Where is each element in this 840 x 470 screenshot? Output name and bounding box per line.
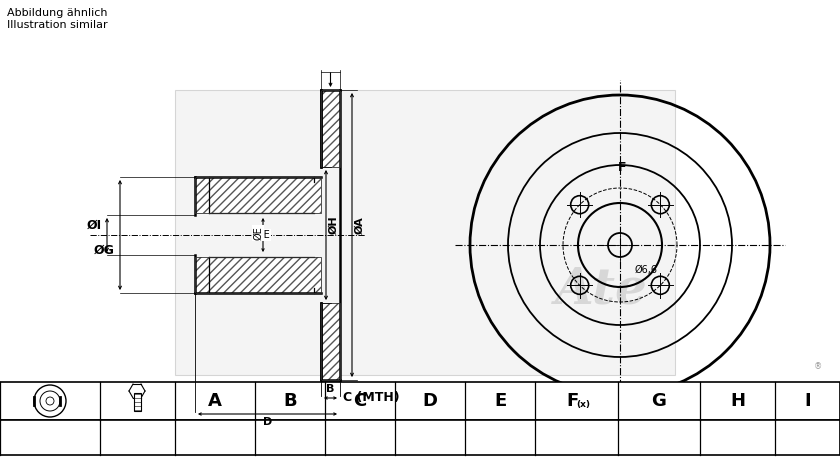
Text: B: B	[283, 392, 297, 410]
Bar	[0, 420, 840, 455]
Text: G: G	[652, 392, 666, 410]
Text: A: A	[208, 392, 222, 410]
Text: F: F	[617, 161, 627, 174]
Bar	[195, 257, 321, 293]
Bar	[0, 382, 840, 420]
Text: D: D	[263, 417, 272, 427]
Text: C: C	[354, 392, 366, 410]
Text: Abbildung ähnlich: Abbildung ähnlich	[7, 8, 108, 18]
Text: Ate: Ate	[555, 266, 648, 314]
Bar	[134, 393, 140, 411]
Bar	[321, 90, 340, 167]
Text: Ø6,6: Ø6,6	[635, 265, 658, 275]
Text: I: I	[804, 392, 811, 410]
Text: ØE: ØE	[256, 230, 270, 240]
Bar	[195, 257, 321, 293]
Text: ®: ®	[814, 362, 822, 371]
Text: ØI: ØI	[87, 219, 102, 232]
Text: C (MTH): C (MTH)	[343, 392, 400, 405]
Text: ØA: ØA	[355, 216, 365, 234]
Text: D: D	[423, 392, 438, 410]
Text: Illustration similar: Illustration similar	[7, 20, 108, 30]
Bar	[175, 90, 675, 375]
Text: F: F	[566, 392, 579, 410]
Text: B: B	[326, 384, 334, 394]
Bar	[321, 303, 340, 380]
Text: E: E	[494, 392, 507, 410]
Bar	[321, 90, 340, 167]
Bar	[195, 177, 321, 213]
Text: H: H	[730, 392, 745, 410]
Text: ØE: ØE	[253, 226, 263, 240]
Bar	[321, 90, 340, 167]
Bar	[195, 177, 321, 213]
Text: ØH: ØH	[329, 216, 339, 235]
Text: (x): (x)	[576, 400, 591, 409]
Text: ØG: ØG	[94, 243, 115, 257]
Bar	[321, 303, 340, 380]
